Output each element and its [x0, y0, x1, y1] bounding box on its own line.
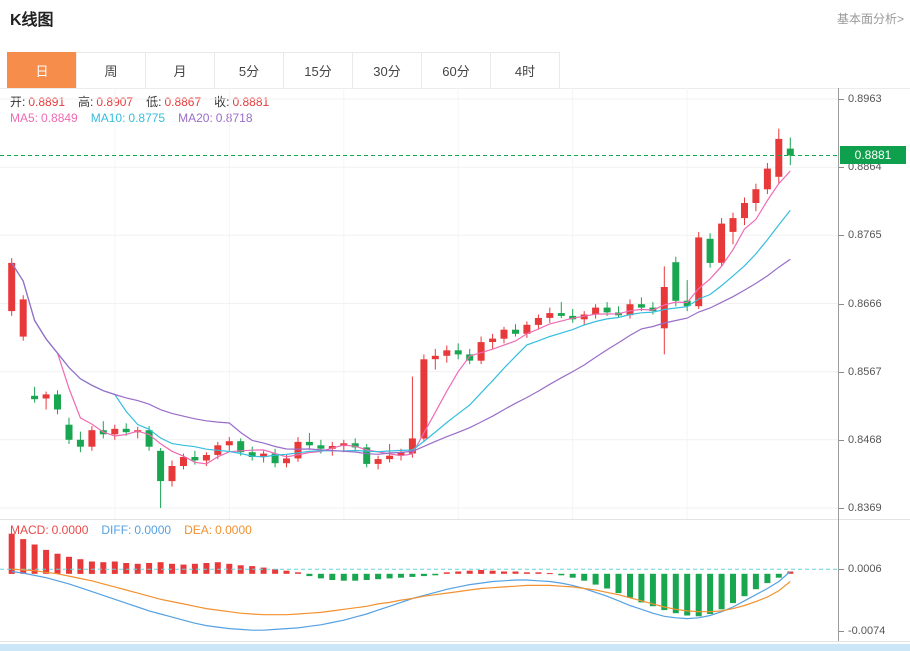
axis-tick-mark — [839, 304, 844, 305]
last-price-tag: 0.8881 — [840, 146, 906, 164]
axis-tick-mark — [839, 99, 844, 100]
axis-tick-mark — [839, 508, 844, 509]
axis-tick-label: 0.8864 — [848, 161, 882, 173]
axis-tick-mark — [839, 631, 844, 632]
page-title: K线图 — [10, 12, 54, 29]
tab-周[interactable]: 周 — [76, 52, 146, 89]
price-axis: 0.8963 0.8864 0.8765 0.8666 0.8567 0.8468 0.83… — [838, 88, 910, 641]
tab-15分[interactable]: 15分 — [283, 52, 353, 89]
pane-separator — [0, 519, 910, 520]
fundamental-analysis-link[interactable]: 基本面分析> — [836, 12, 904, 26]
tab-30分[interactable]: 30分 — [352, 52, 422, 89]
tab-月[interactable]: 月 — [145, 52, 215, 89]
axis-tick-label: 0.0006 — [848, 563, 882, 575]
info-pair: DIFF: 0.0000 — [101, 523, 172, 537]
tab-日[interactable]: 日 — [7, 52, 77, 89]
axis-tick-mark — [839, 440, 844, 441]
axis-tick-mark — [839, 235, 844, 236]
tab-4时[interactable]: 4时 — [490, 52, 560, 89]
info-pair: MA5: 0.8849 — [10, 111, 78, 125]
axis-tick-label: -0.0074 — [848, 625, 886, 637]
info-pair: DEA: 0.0000 — [184, 523, 252, 537]
macd-chart[interactable] — [0, 519, 838, 641]
horizontal-scrollbar[interactable] — [0, 644, 910, 651]
axis-tick-label: 0.8567 — [848, 366, 882, 378]
period-tabs: 日周月 5分 15分 30分 60分 4时 — [7, 52, 560, 89]
axis-tick-label: 0.8963 — [848, 93, 882, 105]
axis-tick-mark — [839, 569, 844, 570]
tab-5分[interactable]: 5分 — [214, 52, 284, 89]
axis-tick-label: 0.8468 — [848, 434, 882, 446]
axis-tick-label: 0.8666 — [848, 298, 882, 310]
axis-tick-label: 0.8765 — [848, 229, 882, 241]
info-pair: MA10: 0.8775 — [90, 111, 166, 125]
info-pair: MACD: 0.0000 — [10, 523, 89, 537]
info-pair: MA20: 0.8718 — [178, 111, 253, 125]
tab-60分[interactable]: 60分 — [421, 52, 491, 89]
axis-tick-label: 0.8369 — [848, 502, 882, 514]
axis-tick-mark — [839, 372, 844, 373]
candlestick-chart[interactable] — [0, 88, 838, 519]
chart-bottom-border — [0, 641, 910, 642]
axis-tick-mark — [839, 167, 844, 168]
macd-info: MACD: 0.0000 DIFF: 0.0000 DEA: 0.0000 — [10, 523, 265, 537]
tabs-underline — [0, 88, 910, 89]
ma-info: MA5: 0.8849 MA10: 0.8775 MA20: 0.8718 — [10, 111, 266, 125]
